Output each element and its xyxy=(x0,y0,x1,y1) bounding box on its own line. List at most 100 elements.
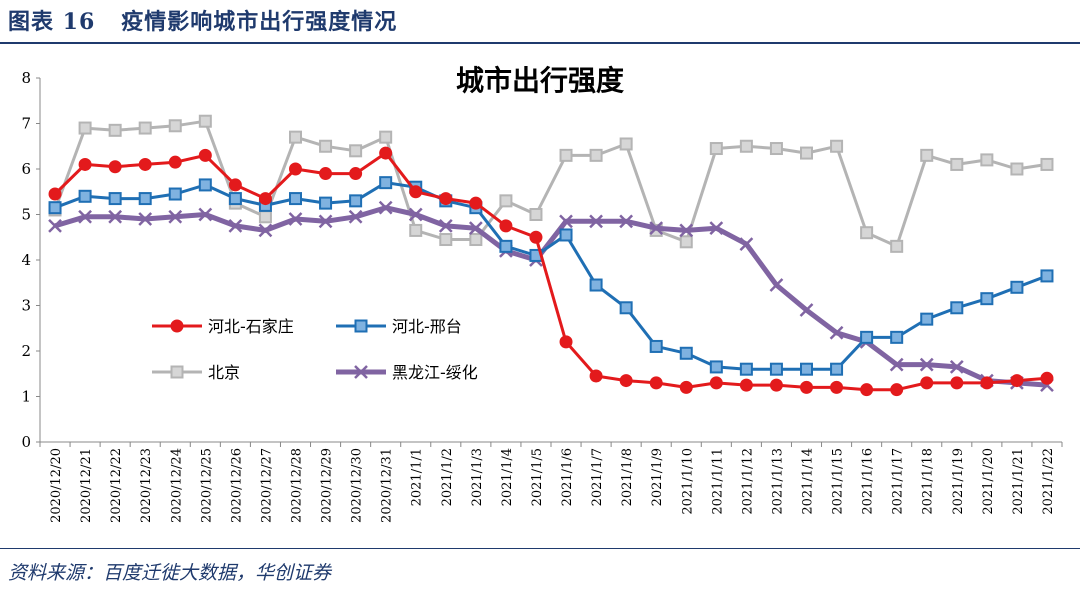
x-tick-label: 2021/1/22 xyxy=(1041,448,1056,515)
y-tick-label: 8 xyxy=(21,69,31,87)
data-point xyxy=(890,330,904,344)
x-marker-stroke xyxy=(168,209,183,224)
data-point xyxy=(769,142,783,156)
data-point xyxy=(559,228,573,242)
data-point xyxy=(529,208,543,221)
data-point xyxy=(679,346,693,360)
data-point xyxy=(78,157,92,171)
x-tick-label: 2021/1/17 xyxy=(891,448,906,515)
data-point xyxy=(78,189,92,203)
data-point xyxy=(649,339,663,353)
x-tick-label: 2021/1/19 xyxy=(951,448,966,515)
data-point xyxy=(649,376,663,390)
data-point xyxy=(319,196,333,210)
x-marker-stroke xyxy=(228,218,243,233)
data-point xyxy=(439,192,453,206)
data-point xyxy=(289,130,302,144)
data-point xyxy=(800,380,813,394)
x-tick-label: 2021/1/5 xyxy=(530,448,545,506)
data-point xyxy=(739,362,753,376)
data-point xyxy=(980,292,994,306)
data-point xyxy=(589,214,603,229)
x-marker-stroke xyxy=(919,357,934,372)
x-tick-label: 2021/1/2 xyxy=(440,448,455,506)
data-point xyxy=(950,376,964,390)
data-point xyxy=(619,301,633,315)
data-point xyxy=(499,219,513,233)
data-point xyxy=(739,378,753,392)
y-tick-label: 1 xyxy=(21,388,31,406)
x-marker-stroke xyxy=(258,223,273,238)
data-point xyxy=(468,221,483,236)
x-tick-label: 2020/12/23 xyxy=(139,448,154,523)
legend-item: 河北-邢台 xyxy=(336,317,462,336)
data-point xyxy=(198,114,212,128)
data-point xyxy=(920,312,934,326)
data-point xyxy=(258,223,273,238)
data-point xyxy=(829,325,844,340)
data-point xyxy=(108,192,122,206)
y-tick-label: 7 xyxy=(21,115,31,133)
figure-caption: 疫情影响城市出行强度情况 xyxy=(121,9,398,35)
x-marker-stroke xyxy=(378,200,393,215)
data-point xyxy=(78,209,92,224)
x-tick-label: 2020/12/29 xyxy=(320,448,335,523)
source-note: 资料来源：百度迁徙大数据，华创证券 xyxy=(8,562,332,584)
x-tick-label: 2021/1/1 xyxy=(410,448,425,506)
data-point xyxy=(48,187,62,201)
data-point xyxy=(168,187,182,201)
data-point xyxy=(769,362,783,376)
data-point xyxy=(709,142,723,156)
data-point xyxy=(258,192,272,206)
data-point xyxy=(619,137,633,151)
data-point xyxy=(288,212,303,226)
legend-label: 黑龙江-绥化 xyxy=(392,363,478,382)
data-point xyxy=(679,380,693,394)
x-tick-label: 2021/1/16 xyxy=(861,448,876,515)
data-point xyxy=(800,362,813,376)
data-point xyxy=(469,233,483,247)
data-point xyxy=(679,223,694,238)
data-point xyxy=(619,374,633,388)
data-point xyxy=(980,153,994,167)
x-tick-label: 2020/12/28 xyxy=(290,448,305,523)
data-point xyxy=(469,196,483,210)
x-marker-stroke xyxy=(108,209,123,224)
x-tick-label: 2021/1/20 xyxy=(981,448,996,515)
series-3 xyxy=(48,146,1054,397)
data-point xyxy=(349,144,363,158)
x-marker-stroke xyxy=(354,365,368,379)
x-tick-label: 2021/1/7 xyxy=(590,448,605,506)
data-point xyxy=(950,301,964,315)
data-point xyxy=(348,209,363,224)
data-point xyxy=(1010,374,1024,388)
x-marker-stroke xyxy=(709,221,724,236)
x-tick-label: 2021/1/9 xyxy=(650,448,665,506)
x-tick-label: 2020/12/26 xyxy=(229,448,244,523)
data-point xyxy=(980,376,994,390)
x-marker-stroke xyxy=(679,223,694,238)
x-tick-label: 2020/12/21 xyxy=(79,448,94,523)
x-marker-stroke xyxy=(619,214,634,229)
data-point xyxy=(890,383,904,397)
series-2 xyxy=(48,176,1054,376)
x-marker-stroke xyxy=(559,214,573,229)
data-point xyxy=(649,221,664,236)
data-point xyxy=(860,330,874,344)
data-point xyxy=(800,146,813,160)
data-point xyxy=(1040,371,1054,385)
data-point xyxy=(709,376,723,390)
data-point xyxy=(319,139,333,153)
x-tick-label: 2020/12/30 xyxy=(350,448,365,523)
series-line xyxy=(53,151,1048,392)
data-point xyxy=(138,192,152,206)
data-point xyxy=(228,218,243,233)
data-point xyxy=(228,178,242,192)
data-point xyxy=(289,162,302,176)
data-point xyxy=(769,278,784,292)
series-line xyxy=(53,119,1048,248)
data-point xyxy=(379,130,393,144)
data-point xyxy=(589,369,603,383)
data-point xyxy=(559,335,573,349)
